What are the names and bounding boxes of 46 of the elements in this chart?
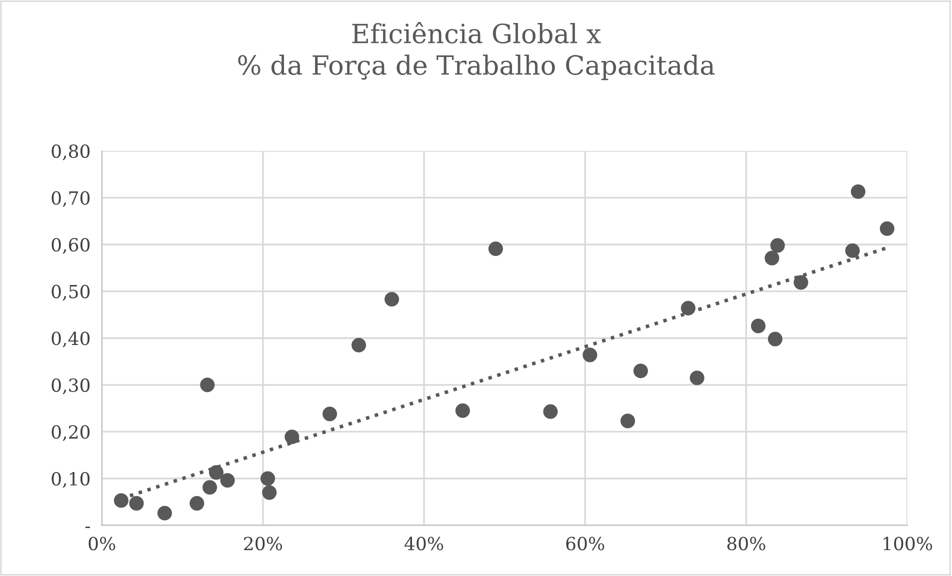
point bbox=[208, 465, 224, 480]
point bbox=[129, 496, 144, 511]
point bbox=[262, 485, 277, 500]
point bbox=[543, 404, 558, 419]
point bbox=[768, 332, 782, 346]
point bbox=[220, 473, 235, 488]
y-tick-label: 0,20 bbox=[52, 425, 90, 442]
point bbox=[157, 506, 172, 520]
y-tick-label: 0,50 bbox=[52, 284, 90, 301]
point bbox=[322, 406, 338, 422]
point bbox=[620, 414, 636, 428]
y-tick-label: - bbox=[85, 526, 90, 528]
point bbox=[384, 292, 400, 307]
point bbox=[764, 250, 780, 266]
point bbox=[680, 300, 696, 316]
point bbox=[455, 403, 470, 418]
y-tick-label: 0,30 bbox=[52, 378, 90, 394]
y-tick-label: 0,70 bbox=[52, 191, 90, 208]
point bbox=[880, 221, 894, 236]
x-tick-label: 40% bbox=[404, 536, 444, 550]
point bbox=[750, 318, 766, 334]
point bbox=[190, 496, 204, 511]
x-tick-label: 20% bbox=[244, 536, 282, 550]
point bbox=[200, 378, 215, 392]
x-tick-label: 0% bbox=[88, 536, 116, 550]
point bbox=[352, 338, 366, 352]
y-tick-label: 0,40 bbox=[52, 332, 90, 348]
point bbox=[690, 370, 704, 386]
y-tick-label: 0,10 bbox=[52, 472, 90, 488]
point bbox=[260, 471, 276, 486]
x-tick-label: 100% bbox=[884, 536, 932, 550]
point bbox=[582, 348, 598, 362]
point bbox=[284, 430, 300, 444]
point bbox=[845, 243, 860, 258]
point bbox=[633, 364, 648, 378]
point bbox=[488, 241, 503, 256]
chart-title: Eficiência Global x % da Força de Trabalho Capacitada bbox=[238, 22, 715, 80]
y-tick-label: 0,60 bbox=[52, 238, 90, 254]
x-tick-label: 60% bbox=[566, 536, 604, 550]
point bbox=[770, 238, 785, 253]
x-tick-label: 80% bbox=[727, 536, 766, 550]
point bbox=[794, 275, 808, 290]
point bbox=[114, 493, 128, 508]
y-tick-label: 0,80 bbox=[52, 144, 90, 160]
point bbox=[202, 480, 218, 495]
point bbox=[850, 184, 866, 199]
